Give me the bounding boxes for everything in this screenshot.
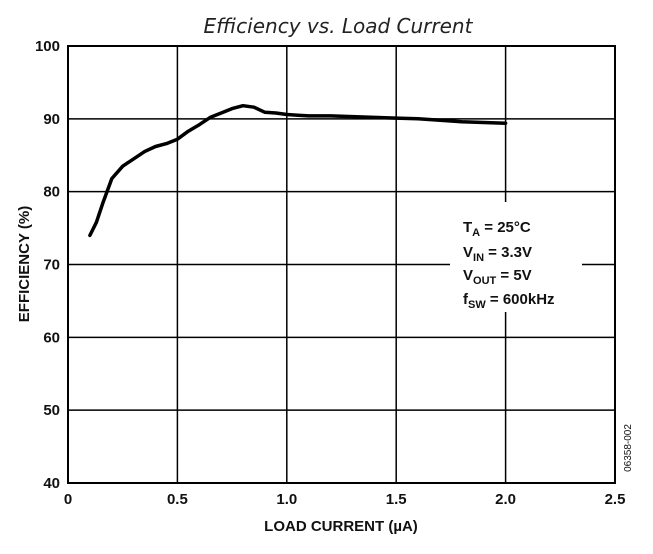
y-tick-label: 90	[43, 111, 60, 128]
conditions-annotation: TA = 25°C VIN = 3.3V VOUT = 5V fSW = 600…	[450, 202, 582, 312]
x-axis-label: LOAD CURRENT (µA)	[264, 518, 418, 535]
condition-vin: VIN = 3.3V	[463, 244, 532, 264]
conditions-background	[450, 202, 582, 312]
y-tick-label: 100	[35, 38, 60, 55]
series-layer	[88, 103, 508, 238]
condition-fsw: fSW = 600kHz	[463, 291, 555, 311]
x-tick-label: 0.5	[167, 491, 188, 508]
x-tick-labels: 0 0.5 1.0 1.5 2.0 2.5	[64, 491, 626, 508]
x-tick-label: 1.5	[386, 491, 407, 508]
x-tick-label: 2.0	[495, 491, 516, 508]
plot-frame	[67, 45, 616, 484]
efficiency-series-line	[88, 103, 508, 238]
figure-id: 06358-002	[623, 424, 634, 472]
condition-vout: VOUT = 5V	[463, 267, 532, 287]
y-tick-label: 40	[43, 475, 60, 492]
y-tick-label: 50	[43, 402, 60, 419]
x-tick-label: 1.0	[276, 491, 297, 508]
y-axis-label: EFFICIENCY (%)	[16, 206, 33, 322]
condition-temperature: TA = 25°C	[463, 219, 531, 239]
x-tick-label: 2.5	[605, 491, 626, 508]
y-tick-label: 60	[43, 329, 60, 346]
chart-title: Efficiency vs. Load Current	[204, 14, 474, 38]
y-tick-label: 80	[43, 184, 60, 201]
y-tick-labels: 40 50 60 70 80 90 100	[35, 38, 60, 492]
y-tick-label: 70	[43, 257, 60, 274]
x-tick-label: 0	[64, 491, 72, 508]
